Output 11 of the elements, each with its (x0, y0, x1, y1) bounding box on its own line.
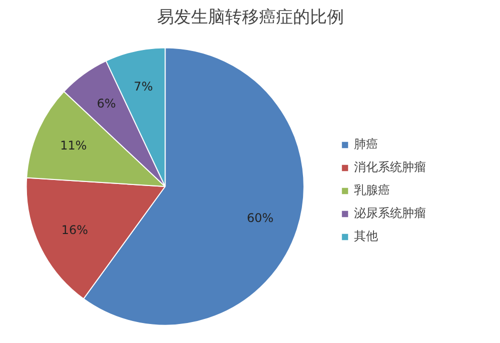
data-label: 6% (96, 96, 116, 110)
legend-label: 泌尿系统肿瘤 (354, 205, 426, 222)
legend-label: 乳腺癌 (354, 182, 390, 199)
data-label: 16% (61, 223, 88, 238)
legend-label: 消化系统肿瘤 (354, 159, 426, 176)
chart-title: 易发生脑转移癌症的比例 (157, 8, 344, 28)
data-label: 60% (246, 211, 274, 226)
data-label: 11% (60, 138, 87, 153)
legend-label: 其他 (354, 228, 378, 245)
data-label: 7% (134, 79, 153, 94)
legend-label: 肺癌 (354, 136, 378, 153)
